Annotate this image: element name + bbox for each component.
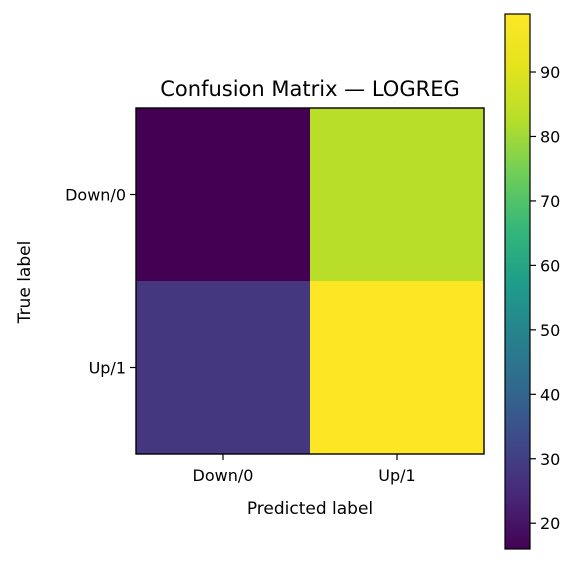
colorbar-frame [504, 13, 531, 550]
heatmap-cell [310, 281, 485, 455]
heatmap-cells [136, 108, 485, 455]
x-axis-ticks: Down/0 Up/1 [193, 454, 416, 485]
y-axis-label: True label [15, 241, 35, 325]
colorbar-tick-label: 90 [540, 63, 560, 82]
x-tick-label: Down/0 [193, 466, 254, 485]
colorbar-tick-label: 20 [540, 514, 560, 533]
x-tick-label: Up/1 [378, 466, 415, 485]
x-axis-label: Predicted label [247, 499, 373, 519]
plot-frame [135, 107, 485, 455]
colorbar [505, 14, 530, 549]
chart-title: Confusion Matrix — LOGREG [160, 77, 460, 101]
y-tick-label: Down/0 [65, 186, 126, 205]
heatmap-cell [136, 108, 311, 282]
y-axis-ticks: Down/0 Up/1 [65, 186, 136, 378]
colorbar-tick-label: 70 [540, 192, 560, 211]
heatmap-cell [310, 108, 485, 282]
colorbar-tick-label: 50 [540, 321, 560, 340]
colorbar-ticks: 20 30 40 50 60 70 80 90 [530, 63, 560, 533]
colorbar-tick-label: 40 [540, 385, 560, 404]
colorbar-tick-label: 30 [540, 450, 560, 469]
y-tick-label: Up/1 [89, 359, 126, 378]
colorbar-tick-label: 80 [540, 127, 560, 146]
colorbar-tick-label: 60 [540, 256, 560, 275]
heatmap-cell [136, 281, 311, 455]
